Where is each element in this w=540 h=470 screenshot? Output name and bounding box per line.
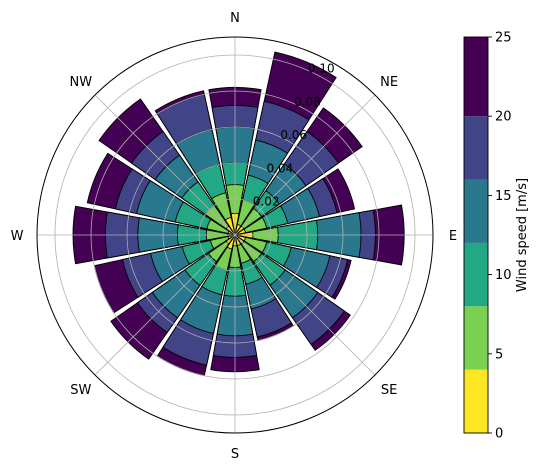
direction-labels: N NE E SE S SW W NW	[11, 11, 458, 462]
radial-tick-label-3: 0.08	[294, 95, 321, 109]
bar-WNW-bin-1	[206, 218, 236, 236]
polar-frame	[36, 36, 434, 434]
direction-label-S: S	[231, 447, 239, 462]
direction-label-W: W	[11, 229, 24, 244]
direction-label-E: E	[449, 229, 457, 244]
colorbar: 0 5 10 15 20 25 Wind speed [m/s]	[463, 31, 530, 442]
radial-tick-label-0: 0.02	[253, 195, 280, 209]
colorbar-tick-label-5: 25	[495, 31, 512, 46]
colorbar-tick-label-3: 15	[495, 189, 512, 204]
colorbar-tick-label-2: 10	[495, 268, 512, 283]
radial-tick-labels: 0.02 0.04 0.06 0.08 0.10	[253, 62, 335, 209]
colorbar-segment-3	[464, 179, 488, 243]
colorbar-segment-1	[464, 306, 488, 370]
colorbar-tick-label-0: 0	[495, 427, 503, 442]
angular-gridline-7	[94, 94, 236, 236]
direction-label-N: N	[230, 11, 240, 26]
colorbar-tick-label-4: 20	[495, 110, 512, 125]
direction-label-NW: NW	[70, 75, 93, 90]
bar-NNW-bin-0	[224, 216, 236, 236]
colorbar-tick-label-1: 5	[495, 347, 503, 362]
colorbar-segment-0	[464, 369, 488, 433]
colorbar-segment-4	[464, 116, 488, 180]
polar-grid	[36, 36, 434, 434]
direction-label-SE: SE	[381, 383, 397, 398]
radial-tick-label-4: 0.10	[308, 62, 335, 76]
angular-gridline-3	[234, 234, 376, 376]
radial-tick-label-1: 0.04	[267, 161, 294, 175]
colorbar-segment-5	[464, 37, 488, 117]
angular-gridline-5	[94, 234, 236, 376]
colorbar-label: Wind speed [m/s]	[515, 178, 530, 292]
colorbar-frame	[463, 36, 489, 434]
direction-label-NE: NE	[380, 75, 398, 90]
direction-label-SW: SW	[70, 383, 91, 398]
radial-tick-label-2: 0.06	[280, 128, 307, 142]
colorbar-segment-2	[464, 242, 488, 307]
angular-gridline-1	[234, 94, 376, 236]
